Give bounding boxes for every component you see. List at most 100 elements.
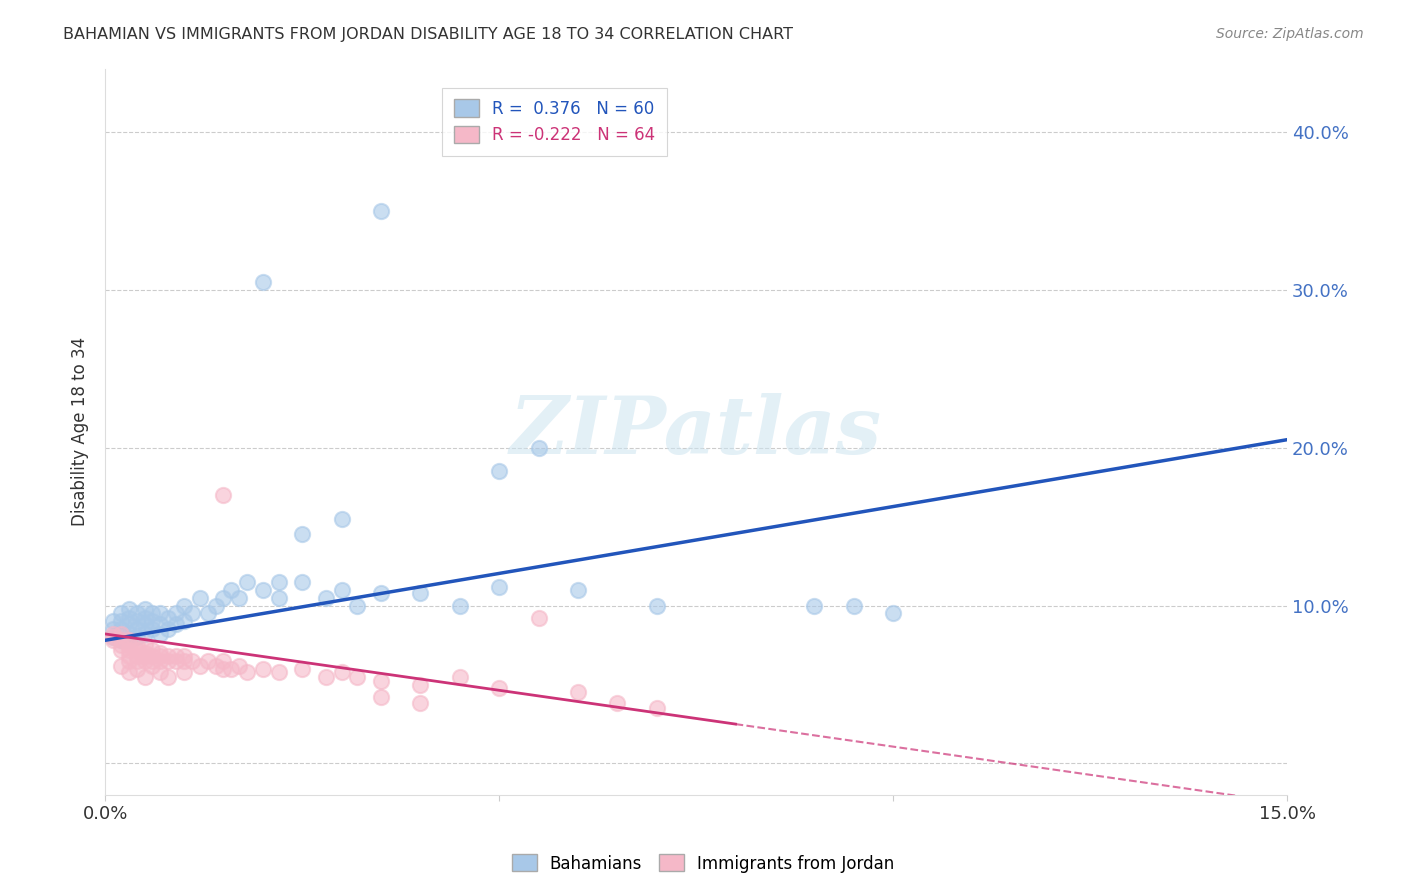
- Point: [101, 622, 124, 636]
- Point: [110, 638, 132, 652]
- Point: [134, 670, 156, 684]
- Point: [488, 464, 510, 478]
- Text: BAHAMIAN VS IMMIGRANTS FROM JORDAN DISABILITY AGE 18 TO 34 CORRELATION CHART: BAHAMIAN VS IMMIGRANTS FROM JORDAN DISAB…: [63, 27, 793, 42]
- Point: [449, 599, 471, 613]
- Point: [236, 665, 259, 679]
- Point: [118, 633, 141, 648]
- Y-axis label: Disability Age 18 to 34: Disability Age 18 to 34: [72, 337, 89, 526]
- Point: [165, 607, 187, 621]
- Point: [409, 586, 432, 600]
- Point: [370, 674, 392, 689]
- Point: [212, 591, 235, 605]
- Point: [315, 591, 337, 605]
- Point: [370, 586, 392, 600]
- Point: [125, 662, 148, 676]
- Point: [134, 649, 156, 664]
- Point: [101, 615, 124, 629]
- Point: [173, 615, 195, 629]
- Point: [252, 662, 274, 676]
- Point: [197, 607, 219, 621]
- Point: [188, 591, 211, 605]
- Point: [567, 685, 589, 699]
- Point: [228, 658, 250, 673]
- Point: [125, 649, 148, 664]
- Point: [267, 665, 290, 679]
- Point: [134, 611, 156, 625]
- Point: [101, 630, 124, 644]
- Point: [141, 607, 163, 621]
- Point: [409, 677, 432, 691]
- Point: [842, 599, 865, 613]
- Point: [134, 627, 156, 641]
- Point: [212, 488, 235, 502]
- Point: [204, 599, 226, 613]
- Point: [125, 654, 148, 668]
- Point: [291, 574, 314, 589]
- Legend: Bahamians, Immigrants from Jordan: Bahamians, Immigrants from Jordan: [505, 847, 901, 880]
- Point: [118, 633, 141, 648]
- Point: [110, 615, 132, 629]
- Point: [527, 611, 550, 625]
- Point: [370, 203, 392, 218]
- Point: [118, 654, 141, 668]
- Point: [252, 275, 274, 289]
- Point: [125, 615, 148, 629]
- Point: [141, 642, 163, 657]
- Point: [409, 697, 432, 711]
- Point: [330, 511, 353, 525]
- Point: [141, 649, 163, 664]
- Point: [346, 599, 368, 613]
- Point: [645, 701, 668, 715]
- Point: [101, 630, 124, 644]
- Point: [141, 654, 163, 668]
- Point: [197, 654, 219, 668]
- Point: [134, 601, 156, 615]
- Point: [101, 627, 124, 641]
- Point: [110, 642, 132, 657]
- Point: [134, 646, 156, 660]
- Point: [173, 654, 195, 668]
- Point: [291, 527, 314, 541]
- Point: [110, 622, 132, 636]
- Point: [157, 622, 180, 636]
- Point: [488, 580, 510, 594]
- Point: [110, 627, 132, 641]
- Point: [149, 646, 172, 660]
- Point: [110, 633, 132, 648]
- Point: [110, 633, 132, 648]
- Point: [252, 582, 274, 597]
- Point: [134, 617, 156, 632]
- Point: [219, 662, 242, 676]
- Point: [330, 665, 353, 679]
- Point: [882, 607, 904, 621]
- Point: [173, 649, 195, 664]
- Point: [157, 654, 180, 668]
- Point: [204, 658, 226, 673]
- Point: [267, 591, 290, 605]
- Point: [149, 607, 172, 621]
- Point: [118, 601, 141, 615]
- Point: [173, 665, 195, 679]
- Point: [141, 622, 163, 636]
- Point: [134, 638, 156, 652]
- Point: [527, 441, 550, 455]
- Point: [157, 611, 180, 625]
- Point: [157, 670, 180, 684]
- Point: [118, 617, 141, 632]
- Text: ZIPatlas: ZIPatlas: [510, 393, 882, 471]
- Point: [101, 633, 124, 648]
- Point: [219, 582, 242, 597]
- Point: [803, 599, 825, 613]
- Point: [125, 607, 148, 621]
- Point: [212, 654, 235, 668]
- Point: [267, 574, 290, 589]
- Point: [149, 654, 172, 668]
- Point: [346, 670, 368, 684]
- Point: [315, 670, 337, 684]
- Point: [118, 649, 141, 664]
- Point: [157, 649, 180, 664]
- Point: [449, 670, 471, 684]
- Point: [165, 617, 187, 632]
- Point: [110, 658, 132, 673]
- Point: [149, 649, 172, 664]
